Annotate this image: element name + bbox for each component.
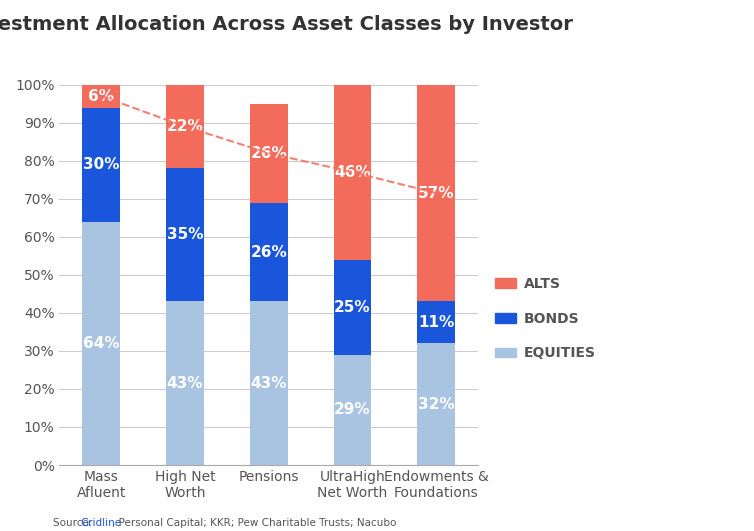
Text: 11%: 11% <box>418 315 455 330</box>
Text: 6%: 6% <box>88 89 115 104</box>
Text: 35%: 35% <box>167 227 204 243</box>
Bar <box>166 168 204 302</box>
Text: 30%: 30% <box>83 157 119 172</box>
Text: 43%: 43% <box>250 376 287 391</box>
Bar <box>250 203 287 302</box>
Text: Gridline: Gridline <box>81 518 122 528</box>
Legend: ALTS, BONDS, EQUITIES: ALTS, BONDS, EQUITIES <box>489 271 602 366</box>
Text: , Personal Capital; KKR; Pew Charitable Trusts; Nacubo: , Personal Capital; KKR; Pew Charitable … <box>112 518 396 528</box>
Bar <box>418 85 455 302</box>
Text: 25%: 25% <box>334 299 371 315</box>
Title: Investment Allocation Across Asset Classes by Investor: Investment Allocation Across Asset Class… <box>0 15 573 34</box>
Bar <box>166 85 204 168</box>
Bar <box>166 302 204 465</box>
Text: 43%: 43% <box>167 376 204 391</box>
Bar <box>418 302 455 344</box>
Text: 22%: 22% <box>167 119 204 134</box>
Bar <box>82 85 120 107</box>
Text: 46%: 46% <box>334 165 371 179</box>
Bar <box>418 344 455 465</box>
Bar <box>334 260 372 355</box>
Bar <box>334 355 372 465</box>
Text: 64%: 64% <box>83 336 120 351</box>
Text: 26%: 26% <box>250 245 287 260</box>
Bar <box>82 221 120 465</box>
Text: 29%: 29% <box>334 402 371 417</box>
Bar <box>82 107 120 221</box>
Text: 26%: 26% <box>250 145 287 161</box>
Text: 32%: 32% <box>418 397 455 412</box>
Text: Source:: Source: <box>53 518 96 528</box>
Bar <box>250 302 287 465</box>
Text: 57%: 57% <box>418 186 455 201</box>
Bar <box>334 85 372 260</box>
Bar <box>250 104 287 203</box>
